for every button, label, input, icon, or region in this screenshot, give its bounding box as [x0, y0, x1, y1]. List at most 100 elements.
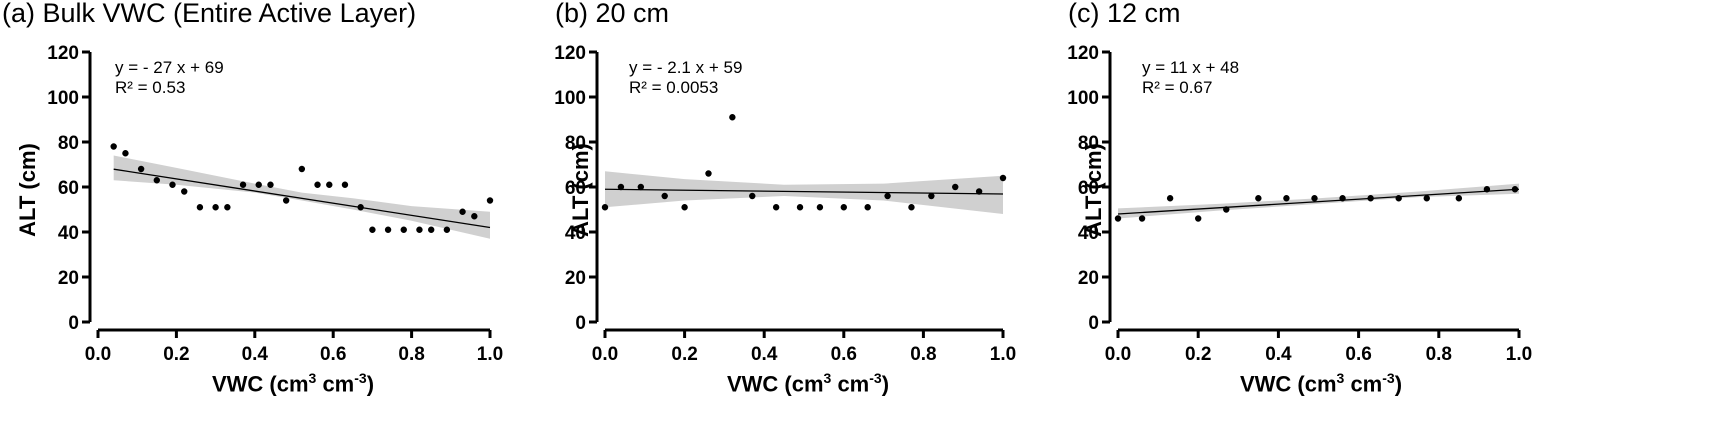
data-point	[1255, 195, 1262, 202]
y-tick-label: 120	[1067, 43, 1099, 64]
data-point	[1223, 206, 1230, 213]
plot-area: 0 20 40 60 80 100 120 0.0 0.2 0.4 0.6 0.8 1.0	[554, 43, 1016, 365]
plot-area: 0 20 40 60 80 100 120 0.0 0.2 0.4 0.6 0.8 1.0	[47, 43, 503, 365]
x-tick-label: 0.8	[1426, 344, 1452, 365]
data-point	[416, 226, 423, 233]
plot-area: 0 20 40 60 80 100 120 0.0 0.2 0.4 0.6 0.8 1.0	[1067, 43, 1532, 365]
chart-panel-a: (a) Bulk VWC (Entire Active Layer) ALT (…	[0, 0, 560, 446]
x-tick-label: 0.8	[398, 344, 424, 365]
data-point	[864, 204, 871, 211]
data-point	[840, 204, 847, 211]
data-point	[326, 181, 333, 188]
x-tick-label: 0.2	[163, 344, 189, 365]
x-tick-label: 0.2	[1185, 344, 1211, 365]
data-point	[239, 181, 247, 188]
data-point	[267, 181, 274, 188]
data-point	[1483, 186, 1491, 193]
x-tick-label: 0.0	[592, 344, 618, 365]
regression-equation: y = - 27 x + 69 R² = 0.53	[115, 58, 224, 98]
confidence-band	[605, 171, 1003, 214]
x-tick-label: 0.4	[1265, 344, 1292, 365]
y-tick-label: 40	[1078, 223, 1099, 244]
y-tick-label: 0	[575, 313, 586, 334]
data-point	[357, 204, 364, 211]
data-point	[617, 183, 625, 191]
data-point	[196, 204, 204, 211]
r-squared-text: R² = 0.67	[1142, 78, 1213, 97]
y-tick-label: 40	[565, 223, 586, 244]
x-tick-label: 1.0	[477, 344, 503, 365]
y-tick-label: 60	[58, 178, 79, 199]
data-point	[772, 204, 780, 211]
data-point	[884, 192, 891, 200]
equation-text: y = - 2.1 x + 59	[629, 58, 743, 77]
data-point	[181, 188, 188, 195]
y-tick-label: 80	[1078, 133, 1099, 154]
regression-equation: y = - 2.1 x + 59 R² = 0.0053	[629, 58, 742, 98]
y-tick-label: 0	[68, 313, 79, 334]
data-point	[298, 165, 306, 173]
y-tick-label: 120	[554, 43, 586, 64]
y-tick-label: 60	[1078, 178, 1099, 199]
data-point	[314, 181, 321, 188]
data-point	[459, 208, 466, 215]
data-point	[1311, 195, 1318, 202]
y-tick-label: 100	[554, 88, 586, 109]
x-tick-label: 0.6	[831, 344, 857, 365]
x-tick-label: 0.0	[1105, 344, 1131, 365]
x-tick-label: 0.8	[910, 344, 936, 365]
panel-title: (a) Bulk VWC (Entire Active Layer)	[2, 0, 417, 28]
y-tick-label: 100	[1067, 88, 1099, 109]
x-tick-label: 1.0	[1506, 344, 1532, 365]
x-axis-label: VWC (cm3 cm-3)	[726, 370, 890, 397]
data-point	[471, 213, 478, 220]
chart-panel-b: (b) 20 cm ALT (cm) VWC (cm3 cm-3) y = - …	[553, 0, 1113, 446]
data-point	[486, 197, 494, 204]
data-point	[1283, 195, 1290, 202]
x-tick-label: 0.6	[1345, 344, 1371, 365]
regression-line	[113, 168, 491, 229]
data-point	[122, 150, 129, 157]
r-squared-text: R² = 0.53	[115, 78, 186, 97]
data-point	[369, 226, 376, 233]
equation-text: y = 11 x + 48	[1142, 58, 1240, 77]
data-point	[1195, 215, 1202, 222]
regression-line	[1117, 188, 1520, 215]
data-point	[928, 192, 935, 200]
data-point	[1339, 195, 1346, 202]
y-tick-label: 0	[1088, 313, 1099, 334]
data-point	[661, 192, 668, 200]
x-tick-label: 0.4	[751, 344, 778, 365]
data-point	[341, 181, 349, 188]
data-point	[400, 226, 407, 233]
y-tick-label: 60	[565, 178, 586, 199]
data-point	[110, 143, 117, 150]
data-point	[1114, 215, 1122, 222]
x-tick-label: 0.4	[242, 344, 269, 365]
x-axis-label: VWC (cm3 cm-3)	[1239, 370, 1403, 397]
y-tick-label: 20	[58, 268, 79, 289]
data-point	[999, 174, 1007, 182]
data-point	[1367, 195, 1374, 202]
data-point	[255, 181, 262, 188]
y-tick-label: 120	[47, 43, 79, 64]
x-tick-label: 0.2	[671, 344, 697, 365]
data-point	[1455, 195, 1463, 202]
data-point	[169, 181, 176, 188]
data-point	[975, 188, 983, 195]
data-point	[729, 114, 736, 121]
data-point	[282, 197, 290, 204]
data-point	[1138, 215, 1146, 222]
data-point	[443, 226, 451, 233]
data-point	[637, 183, 645, 191]
data-point	[705, 170, 712, 177]
y-tick-label: 80	[565, 133, 586, 154]
data-point	[153, 177, 160, 184]
data-point	[601, 204, 609, 211]
data-point	[796, 204, 804, 211]
data-point	[749, 192, 756, 200]
data-point	[952, 183, 959, 191]
data-point	[1511, 186, 1519, 193]
y-tick-label: 100	[47, 88, 79, 109]
data-point	[428, 226, 435, 233]
